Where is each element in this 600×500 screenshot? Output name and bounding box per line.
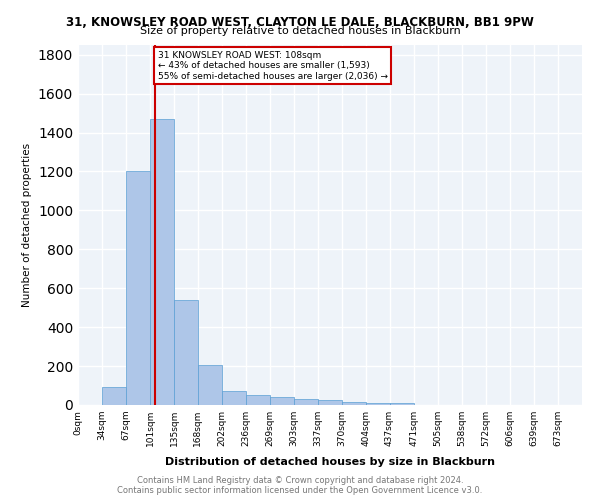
Bar (366, 403, 389, 405)
Bar (198, 365, 222, 405)
Bar (150, 119, 174, 405)
Bar (270, 397, 294, 405)
Text: 31 KNOWSLEY ROAD WEST: 108sqm
← 43% of detached houses are smaller (1,593)
55% o: 31 KNOWSLEY ROAD WEST: 108sqm ← 43% of d… (158, 51, 388, 80)
Bar (222, 392, 246, 405)
Bar (102, 388, 126, 405)
Bar (294, 399, 318, 405)
Text: Contains HM Land Registry data © Crown copyright and database right 2024.
Contai: Contains HM Land Registry data © Crown c… (118, 476, 482, 495)
Bar (174, 300, 198, 405)
Y-axis label: Number of detached properties: Number of detached properties (22, 143, 32, 307)
Bar (246, 396, 270, 405)
Bar (318, 400, 342, 405)
Text: Size of property relative to detached houses in Blackburn: Size of property relative to detached ho… (140, 26, 460, 36)
Bar (126, 172, 150, 405)
Bar (342, 402, 366, 405)
Bar (389, 403, 414, 405)
X-axis label: Distribution of detached houses by size in Blackburn: Distribution of detached houses by size … (165, 458, 495, 468)
Text: 31, KNOWSLEY ROAD WEST, CLAYTON LE DALE, BLACKBURN, BB1 9PW: 31, KNOWSLEY ROAD WEST, CLAYTON LE DALE,… (66, 16, 534, 29)
